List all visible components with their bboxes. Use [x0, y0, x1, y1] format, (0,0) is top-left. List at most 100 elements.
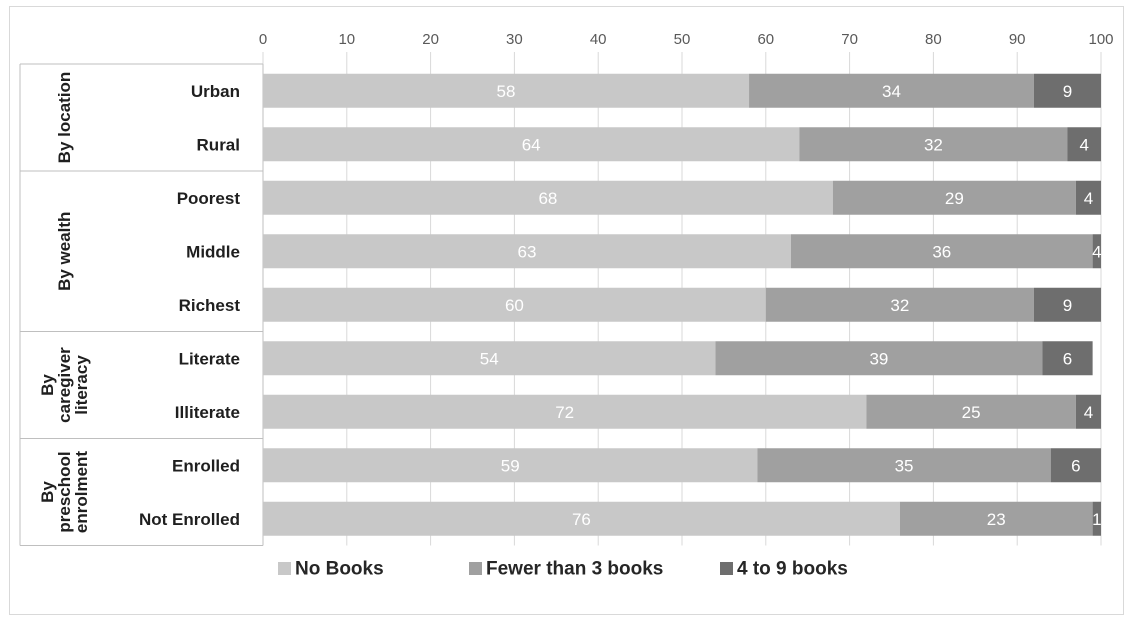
bar-segment — [1092, 234, 1101, 269]
legend-label: Fewer than 3 books — [486, 559, 663, 580]
x-tick-label: 10 — [338, 31, 355, 48]
data-label: 34 — [882, 82, 901, 101]
x-tick-label: 70 — [841, 31, 858, 48]
chart-area-border — [9, 6, 1124, 615]
legend-swatch — [469, 562, 482, 575]
category-label: Enrolled — [172, 456, 240, 475]
data-label: 4 — [1092, 242, 1101, 261]
data-label: 60 — [505, 296, 524, 315]
data-label: 72 — [555, 403, 574, 422]
legend-swatch — [720, 562, 733, 575]
bar-segment — [1075, 180, 1101, 215]
group-label-line: By — [38, 481, 57, 503]
data-label: 54 — [480, 349, 499, 368]
bar-segment — [263, 341, 716, 376]
bar-segment — [832, 180, 1076, 215]
x-axis-ticks: 0 10 20 30 40 50 60 70 80 90 100 — [259, 31, 1114, 48]
data-label: 68 — [538, 189, 557, 208]
category-groups: By location Urban Rural By wealth Poorest Mid… — [19, 63, 264, 546]
bar-segment — [1033, 73, 1101, 108]
data-label: 4 — [1080, 135, 1089, 154]
data-label: 6 — [1063, 349, 1072, 368]
bars — [263, 73, 1101, 536]
bar-segment — [263, 127, 800, 162]
bar-segment — [799, 127, 1068, 162]
data-label: 59 — [501, 456, 520, 475]
bar-segment — [1050, 448, 1101, 483]
data-label: 63 — [518, 242, 537, 261]
category-label: Richest — [179, 296, 241, 315]
data-label: 64 — [522, 135, 541, 154]
bar-segment — [263, 394, 867, 429]
bar-segment — [899, 501, 1093, 536]
group-label-line: caregiver — [55, 347, 74, 423]
group-label: By location — [55, 72, 74, 164]
bar-segment — [790, 234, 1093, 269]
category-label: Illiterate — [175, 403, 240, 422]
data-label: 9 — [1063, 296, 1072, 315]
x-tick-label: 30 — [506, 31, 523, 48]
bar-segment — [263, 180, 833, 215]
bar-segment — [263, 287, 766, 322]
bar-segment — [1075, 394, 1101, 429]
data-label: 39 — [869, 349, 888, 368]
x-tick-label: 0 — [259, 31, 267, 48]
data-label: 29 — [945, 189, 964, 208]
data-label: 35 — [895, 456, 914, 475]
data-label: 36 — [932, 242, 951, 261]
x-tick-label: 60 — [757, 31, 774, 48]
data-label: 4 — [1084, 403, 1093, 422]
data-label: 1 — [1092, 510, 1101, 529]
bar-segment — [1092, 501, 1101, 536]
category-label: Not Enrolled — [139, 510, 240, 529]
legend-label: 4 to 9 books — [737, 559, 848, 580]
data-label: 9 — [1063, 82, 1072, 101]
group-label: By wealth — [55, 212, 74, 291]
category-label: Middle — [186, 242, 240, 261]
category-label: Rural — [197, 135, 240, 154]
bar-segment — [765, 287, 1034, 322]
bar-segment — [263, 501, 900, 536]
bar-segment — [263, 73, 750, 108]
group-label-line: By wealth — [55, 212, 74, 291]
bar-segment — [757, 448, 1051, 483]
category-label: Literate — [179, 349, 240, 368]
data-labels: 58 34 9 64 32 4 68 29 4 63 36 4 60 32 9 54 39 6 72 25 4 59 35 6… — [480, 82, 1102, 529]
group-label-line: enrolment — [72, 451, 91, 534]
bar-segment — [1067, 127, 1101, 162]
x-tick-label: 80 — [925, 31, 942, 48]
data-label: 76 — [572, 510, 591, 529]
bar-segment — [715, 341, 1043, 376]
legend: No Books Fewer than 3 books 4 to 9 books — [278, 559, 848, 580]
data-label: 58 — [497, 82, 516, 101]
bar-segment — [263, 234, 791, 269]
category-label: Poorest — [177, 189, 241, 208]
category-label: Urban — [191, 82, 240, 101]
group-label-line: literacy — [72, 355, 91, 415]
data-label: 4 — [1084, 189, 1093, 208]
data-label: 32 — [924, 135, 943, 154]
bar-segment — [263, 448, 758, 483]
bar-segment — [749, 73, 1034, 108]
data-label: 32 — [890, 296, 909, 315]
legend-label: No Books — [295, 559, 384, 580]
x-tick-label: 40 — [590, 31, 607, 48]
x-tick-label: 100 — [1088, 31, 1113, 48]
bar-segment — [1042, 341, 1093, 376]
group-label: Bycaregiverliteracy — [38, 347, 91, 423]
x-tick-label: 20 — [422, 31, 439, 48]
chart-border — [9, 6, 1124, 615]
legend-swatch — [278, 562, 291, 575]
data-label: 6 — [1071, 456, 1080, 475]
bar-segment — [866, 394, 1076, 429]
group-label-line: preschool — [55, 451, 74, 532]
data-label: 25 — [962, 403, 981, 422]
group-label: Bypreschoolenrolment — [38, 451, 91, 534]
x-tick-label: 90 — [1009, 31, 1026, 48]
group-label-line: By — [38, 374, 57, 396]
group-label-line: By location — [55, 72, 74, 164]
data-label: 23 — [987, 510, 1006, 529]
bar-segment — [1033, 287, 1101, 322]
